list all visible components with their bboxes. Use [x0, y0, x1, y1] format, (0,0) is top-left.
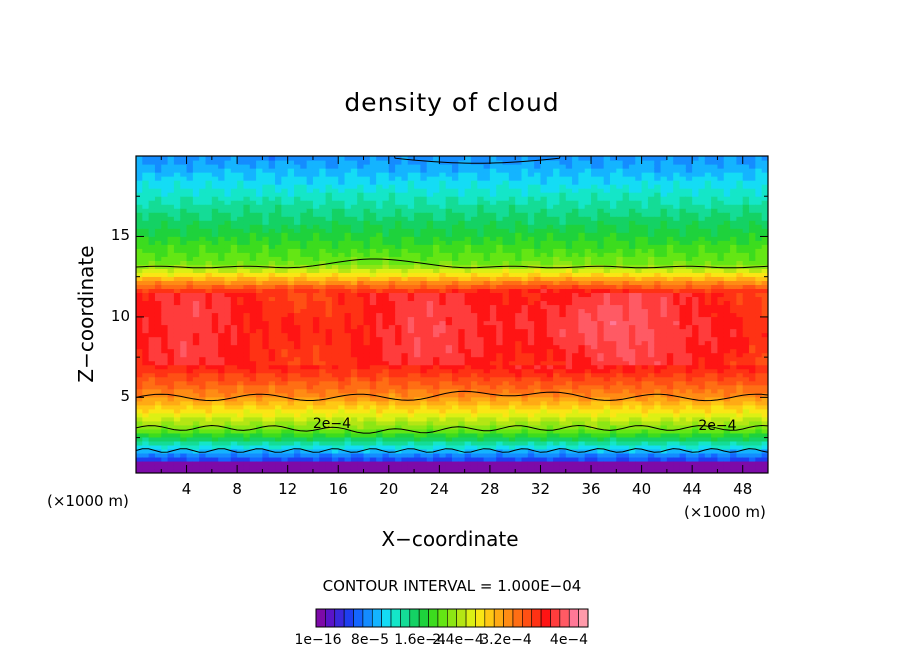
x-tick-label: 28 — [480, 480, 500, 498]
colorbar-swatch — [578, 608, 589, 628]
colorbar-swatch — [447, 608, 457, 628]
x-tick-label: 36 — [581, 480, 601, 498]
colorbar-swatch — [512, 608, 523, 628]
chart-title: density of cloud — [344, 88, 560, 117]
colorbar-swatch — [381, 608, 392, 628]
colorbar-swatch — [568, 608, 579, 628]
colorbar-swatch — [400, 608, 411, 628]
colorbar-swatch — [371, 608, 382, 628]
colorbar-tick-label: 2.4e−4 — [432, 632, 484, 648]
y-tick-label: 10 — [110, 306, 130, 325]
colorbar-swatch — [315, 608, 326, 628]
colorbar-swatch — [362, 608, 373, 628]
y-axis-unit: (×1000 m) — [47, 492, 129, 510]
colorbar-swatch — [409, 608, 420, 628]
x-tick-label: 24 — [429, 480, 449, 498]
x-tick-label: 40 — [632, 480, 652, 498]
colorbar-tick-label: 1.6e−4 — [394, 632, 446, 648]
x-axis-unit: (×1000 m) — [684, 503, 766, 521]
colorbar-swatch — [522, 608, 533, 628]
colorbar-swatch — [428, 608, 439, 628]
contour-label: 2e−4 — [312, 416, 351, 433]
colorbar-swatch — [540, 608, 551, 628]
y-tick-label: 5 — [120, 387, 130, 406]
y-tick-label: 15 — [110, 226, 130, 245]
x-tick-label: 12 — [278, 480, 298, 498]
x-tick-label: 4 — [181, 480, 192, 498]
colorbar-swatch — [418, 608, 429, 628]
colorbar-tick-label: 8e−5 — [350, 632, 390, 648]
colorbar-tick-label: 1e−16 — [294, 632, 342, 648]
colorbar-swatch — [343, 608, 354, 628]
colorbar-swatch — [390, 608, 401, 628]
y-axis-label: Z−coordinate — [74, 245, 98, 383]
contour-line — [136, 448, 768, 453]
x-tick-label: 8 — [232, 480, 242, 498]
colorbar-swatch — [334, 608, 345, 628]
colorbar-swatch — [325, 608, 336, 628]
contour-interval-label: CONTOUR INTERVAL = 1.000E−04 — [322, 577, 582, 595]
contour-line — [393, 156, 561, 164]
colorbar-tick-label: 3.2e−4 — [480, 632, 532, 648]
colorbar-swatch — [475, 608, 486, 628]
colorbar-swatch — [559, 608, 570, 628]
plot-frame — [135, 155, 769, 474]
colorbar-swatch — [456, 608, 467, 628]
colorbar-swatch — [437, 608, 448, 628]
colorbar-swatch — [503, 608, 514, 628]
colorbar-swatch — [493, 608, 504, 628]
x-axis-label: X−coordinate — [381, 527, 519, 551]
contour-line — [136, 258, 768, 269]
colorbar-swatch — [465, 608, 476, 628]
colorbar-swatch — [484, 608, 495, 628]
x-tick-label: 32 — [530, 480, 551, 498]
colorbar-swatch — [550, 608, 561, 628]
colorbar-frame — [315, 608, 589, 628]
colorbar-swatch — [531, 608, 542, 628]
x-tick-label: 20 — [379, 480, 399, 498]
contour-line — [136, 424, 768, 434]
contour-label: 2e−4 — [698, 417, 737, 434]
colorbar-tick-label: 4e−4 — [549, 632, 589, 648]
x-tick-label: 16 — [328, 480, 348, 498]
x-tick-label: 48 — [733, 480, 753, 498]
contour-line — [136, 390, 768, 402]
colorbar-swatch — [353, 608, 364, 628]
x-tick-label: 44 — [682, 480, 702, 498]
